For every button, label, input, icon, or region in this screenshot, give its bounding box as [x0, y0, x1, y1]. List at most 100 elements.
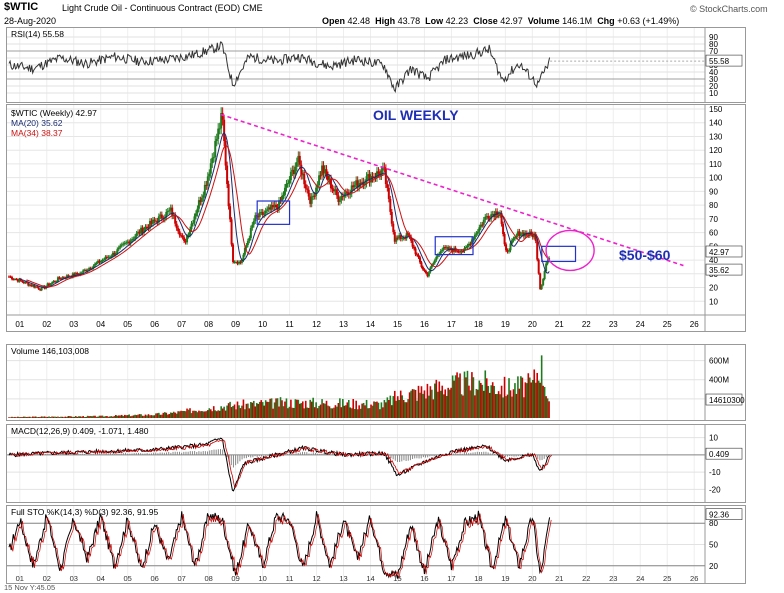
volume-bar [490, 385, 493, 418]
price-candle-body [194, 213, 197, 217]
price-candle-body [470, 239, 473, 245]
exchange: CME [242, 3, 263, 13]
price-candle-body [27, 282, 30, 286]
price-candle-body [55, 281, 58, 283]
sto-tick-label: 50 [709, 541, 718, 550]
rsi-pane: 90807060504030201055.58 RSI(14) 55.58 [6, 27, 746, 103]
volume-bar [496, 393, 498, 418]
volume-bar [306, 407, 309, 418]
price-candle-body [383, 166, 386, 169]
volume-bar [215, 411, 218, 418]
volume-bar [533, 369, 536, 418]
price-candle-body [270, 205, 273, 210]
price-candle-body [331, 188, 334, 190]
price-candle-body [220, 113, 223, 129]
volume-bar [325, 400, 328, 418]
price-candle-body [98, 260, 101, 263]
volume-bar [385, 402, 387, 418]
price-candle-body [321, 165, 324, 176]
volume-bar [250, 401, 252, 418]
price-candle-body [410, 236, 413, 241]
price-candle-body [377, 171, 380, 174]
volume-bar [40, 416, 43, 418]
volume-bar [355, 400, 357, 418]
price-candle-body [189, 229, 192, 235]
price-y-tick-label: 100 [709, 174, 723, 183]
volume-bar [224, 410, 227, 418]
price-y-tick-label: 10 [709, 297, 718, 306]
price-candle-body [254, 215, 257, 222]
price-candle-body [183, 237, 186, 241]
volume-bar [86, 415, 89, 418]
volume-bar [468, 385, 470, 418]
price-candle-body [99, 261, 102, 263]
price-candle-body [272, 205, 275, 208]
price-candle-body [278, 200, 281, 210]
price-x-tick-label: 04 [96, 320, 105, 329]
volume-bar [125, 415, 128, 418]
volume-bar [183, 410, 185, 418]
volume-bar [261, 402, 264, 418]
price-candle-body [527, 234, 530, 236]
price-candle-body [226, 165, 229, 185]
volume-bar [147, 414, 150, 418]
sto-x-tick-label: 02 [43, 574, 51, 583]
sto-x-tick-label: 03 [70, 574, 78, 583]
price-last-ma20: 35.62 [709, 266, 730, 275]
price-candle-body [344, 192, 347, 195]
volume-bar [428, 395, 430, 418]
volume-bar [192, 410, 194, 418]
price-candle-body [445, 247, 448, 249]
volume-bar [178, 411, 181, 418]
price-candle-body [40, 286, 43, 291]
volume-bar [548, 401, 550, 418]
volume-bar [28, 416, 31, 418]
volume-bar [463, 371, 466, 418]
sto-x-tick-label: 07 [177, 574, 185, 583]
macd-svg: 100-10-200.409 [7, 425, 743, 502]
price-candle-body [402, 237, 405, 239]
price-candle-body [180, 235, 183, 237]
volume-bar [423, 390, 426, 418]
volume-bar [18, 417, 21, 418]
price-candle-body [325, 169, 328, 176]
price-candle-body [128, 241, 131, 244]
price-candle-body [33, 284, 36, 288]
price-candle-body [417, 254, 420, 258]
volume-bar [115, 415, 117, 418]
volume-bar [347, 399, 350, 418]
price-candle-body [21, 280, 24, 283]
volume-bar [374, 401, 377, 418]
volume-bar [221, 408, 224, 418]
price-candle-body [10, 276, 13, 280]
price-candle-body [48, 283, 51, 286]
volume-bar [426, 383, 429, 418]
volume-bar [109, 416, 111, 418]
price-candle-body [116, 249, 119, 254]
price-candle-body [208, 173, 211, 177]
price-candle-body [31, 284, 34, 287]
price-candle-body [129, 240, 132, 244]
price-candle-body [433, 260, 436, 264]
vol-last-value-box [705, 393, 743, 406]
price-candle-body [543, 271, 546, 280]
volume-bar [364, 405, 366, 418]
volume-bar [155, 413, 157, 418]
volume-bar [80, 416, 83, 418]
price-y-tick-label: 60 [709, 229, 718, 238]
volume-bar [330, 408, 332, 418]
volume-bar [198, 410, 200, 418]
close-label: Close [473, 16, 498, 26]
volume-bar [333, 407, 335, 418]
volume-bar [542, 385, 544, 418]
volume-bar [328, 406, 331, 418]
price-last-close: 42.97 [709, 248, 730, 257]
price-candle-body [9, 276, 12, 278]
volume-bar [356, 409, 359, 418]
volume-bar [407, 399, 409, 418]
volume-bar [166, 414, 169, 418]
volume-bar [309, 399, 311, 418]
price-candle-body [145, 226, 148, 228]
price-candle-body [519, 234, 522, 236]
price-candle-body [178, 231, 181, 236]
